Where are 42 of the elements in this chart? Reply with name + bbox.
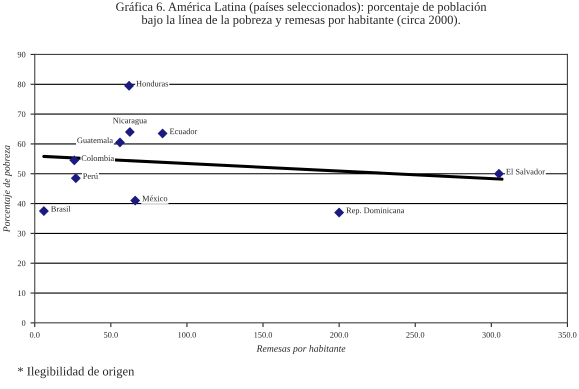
- annotation: Guatemala: [77, 137, 113, 144]
- point: [69, 155, 80, 166]
- annotation: Rep. Dominicana: [346, 208, 404, 215]
- y-tick-label: 80: [18, 82, 26, 88]
- point: [124, 127, 135, 137]
- chart-title: Gráfica 6. América Latina (países seleccionados): porcentaje de población bajo la línea de la pobreza y remesas por habitante (circa 2000).: [116, 2, 486, 27]
- point: [39, 206, 49, 216]
- point: [334, 208, 344, 218]
- y-axis-title: Porcentaje de pobreza: [3, 145, 12, 232]
- annotation: México: [142, 195, 168, 202]
- x-tick-label: 150.0: [254, 332, 272, 338]
- x-tick-label: 50.0: [104, 332, 118, 338]
- y-tick-label: 50: [18, 171, 26, 177]
- annotation: Perú: [83, 173, 98, 179]
- y-tick-label: 30: [18, 230, 26, 236]
- annotation: Colombia: [82, 155, 114, 162]
- y-tick-label: 20: [18, 260, 26, 266]
- y-tick-label: 10: [18, 290, 26, 296]
- x-tick-label: 350.0: [558, 332, 576, 338]
- annotation: Ecuador: [170, 128, 198, 134]
- annotation: Nicaragua: [112, 118, 147, 126]
- x-tick-label: 100.0: [178, 332, 196, 338]
- y-tick-label: 60: [18, 141, 26, 147]
- x-tick-label: 250.0: [406, 332, 424, 338]
- y-tick-label: 0: [22, 320, 26, 326]
- x-tick-label: 0.0: [30, 332, 40, 338]
- x-tick-label: 300.0: [482, 332, 500, 338]
- annotation: Honduras: [136, 80, 168, 86]
- y-tick-label: 70: [18, 111, 26, 118]
- text: * Ilegibilidad de origen: [18, 366, 134, 378]
- x-axis-title: Remesas por habitante: [256, 345, 346, 354]
- annotation: Brasil: [51, 206, 71, 212]
- y-tick-label: 40: [18, 200, 26, 207]
- point: [494, 168, 504, 179]
- point: [115, 138, 125, 148]
- y-tick-label: 90: [18, 52, 26, 58]
- point: [158, 128, 168, 138]
- point: [70, 173, 81, 184]
- point: [130, 196, 140, 206]
- point: [124, 80, 134, 91]
- annotation: El Salvador: [506, 168, 545, 174]
- x-tick-label: 200.0: [330, 332, 348, 338]
